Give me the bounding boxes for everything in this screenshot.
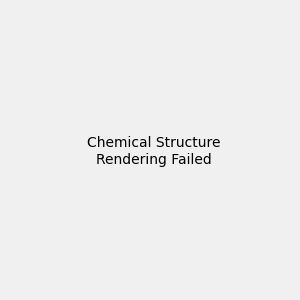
Text: Chemical Structure
Rendering Failed: Chemical Structure Rendering Failed — [87, 136, 220, 166]
